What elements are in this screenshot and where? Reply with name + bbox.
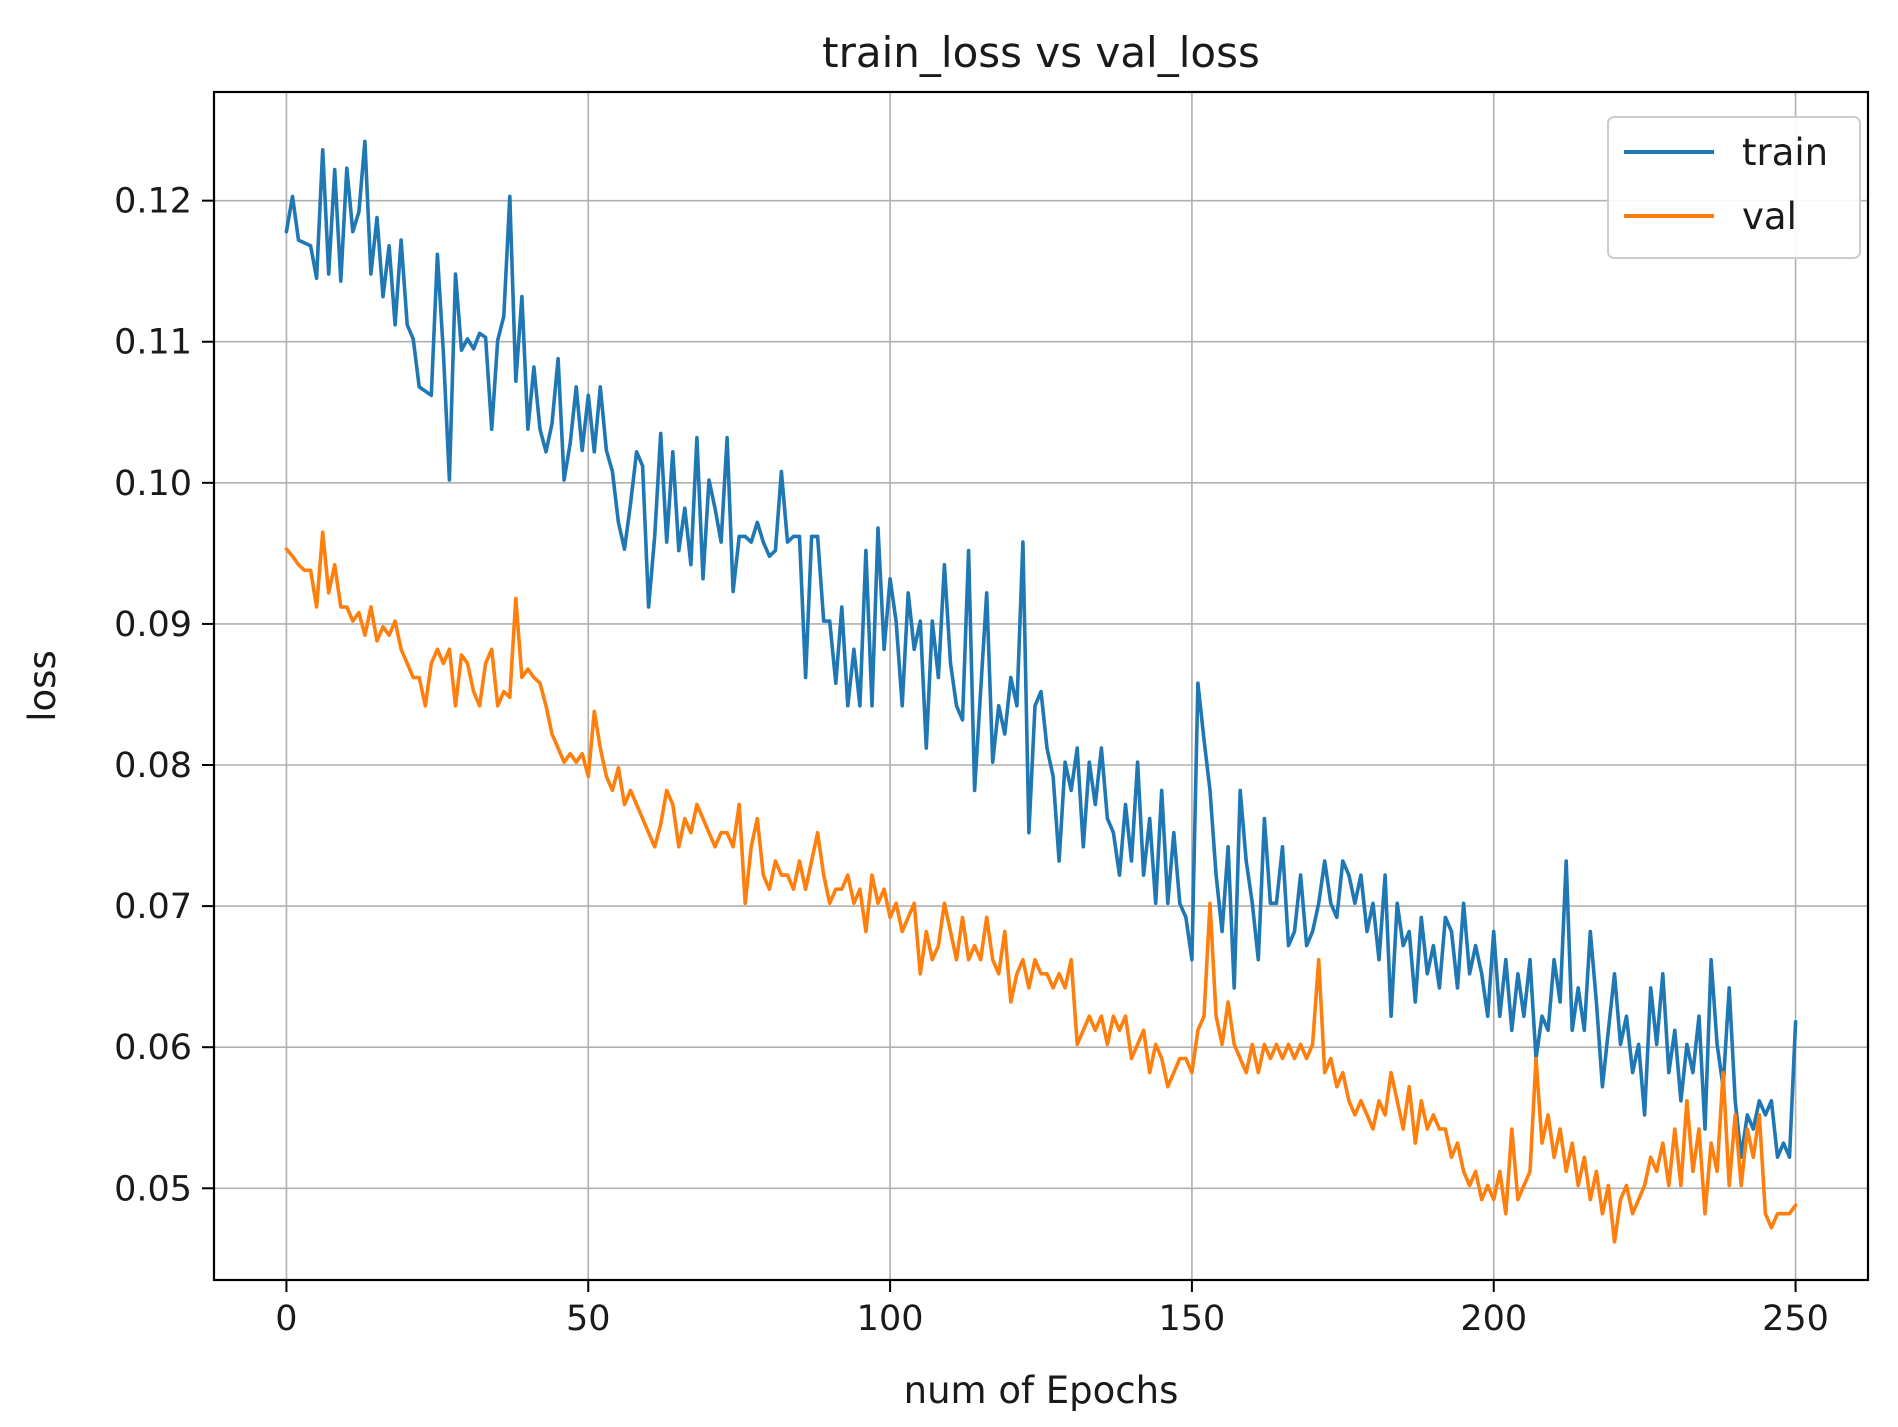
series-line-val	[284, 530, 1798, 1244]
x-tick-label: 150	[1159, 1299, 1226, 1339]
grid	[214, 92, 1868, 1280]
legend-label-val: val	[1742, 195, 1797, 238]
y-tick-label: 0.08	[114, 746, 192, 786]
x-tick-label: 200	[1460, 1299, 1527, 1339]
plot-frame	[212, 90, 1870, 1282]
x-tick-label: 0	[275, 1299, 297, 1339]
y-tick-label: 0.07	[114, 887, 192, 927]
x-tick-label: 250	[1762, 1299, 1829, 1339]
y-tick-label: 0.06	[114, 1028, 192, 1068]
series-lines	[284, 139, 1798, 1244]
y-tick-label: 0.12	[114, 182, 192, 222]
legend-label-train: train	[1742, 131, 1828, 174]
y-tick-label: 0.10	[114, 464, 192, 504]
legend: train val	[1607, 116, 1861, 259]
x-axis-label: num of Epochs	[904, 1369, 1179, 1412]
y-tick-label: 0.09	[114, 605, 192, 645]
axis-ticks: 0 50 100 150 200 250 0.05 0.06 0.07 0.08 0.09 0.10 0…	[114, 182, 1829, 1339]
series-line-train	[284, 139, 1798, 1159]
y-tick-label: 0.11	[114, 323, 192, 363]
x-tick-label: 50	[566, 1299, 611, 1339]
x-tick-label: 100	[857, 1299, 924, 1339]
y-tick-label: 0.05	[114, 1169, 192, 1209]
y-axis-label: loss	[21, 650, 64, 721]
chart-title: train_loss vs val_loss	[822, 28, 1260, 77]
